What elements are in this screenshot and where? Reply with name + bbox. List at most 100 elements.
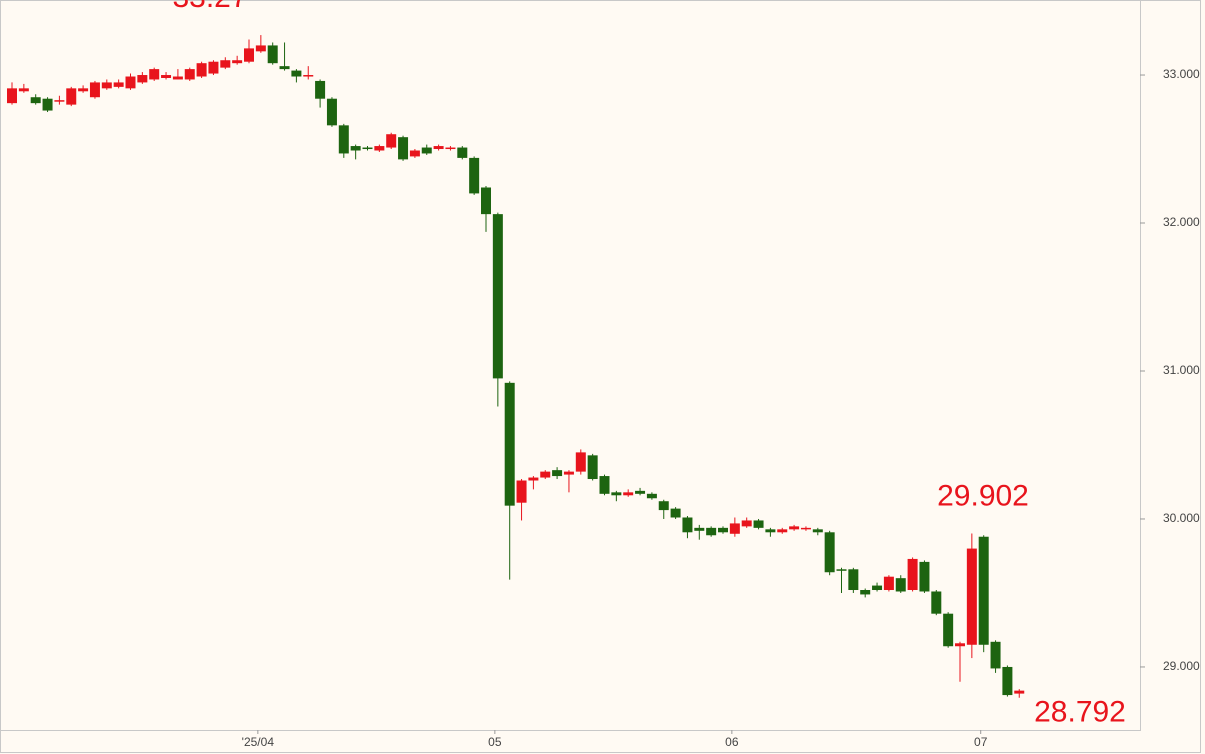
candle-body (7, 88, 17, 104)
candle-body (279, 66, 290, 70)
candle-body (623, 492, 634, 496)
candle-body (943, 613, 954, 647)
candle-body (599, 476, 610, 494)
candle-body (587, 455, 598, 480)
candle-body (492, 214, 503, 379)
candle-body (291, 70, 302, 77)
candle-body (208, 61, 219, 74)
candle-body (220, 60, 231, 68)
candle-body (504, 382, 515, 506)
candle-body (706, 527, 717, 536)
candle-body (872, 585, 883, 591)
candle-body (895, 578, 906, 592)
candle-body (646, 493, 657, 499)
y-tick-label: 30.000 (1163, 511, 1200, 525)
candle-body (374, 146, 385, 151)
candle-body (848, 569, 859, 591)
candle-body (30, 97, 41, 104)
candle-body (161, 75, 172, 78)
candle-body (172, 76, 183, 80)
candle-body (777, 529, 788, 533)
candle-body (125, 76, 136, 89)
candle-body (658, 501, 669, 511)
candle-body (362, 147, 373, 150)
candle-body (883, 576, 894, 591)
candle-body (184, 69, 195, 80)
candle-body (244, 48, 254, 62)
candle-body (78, 88, 89, 92)
candle-body (1014, 690, 1025, 694)
annotation: 28.792 (1034, 696, 1126, 729)
candle-body (457, 147, 468, 158)
candle-body (540, 471, 551, 478)
candle-body (563, 471, 574, 475)
candle-body (326, 98, 337, 126)
candle-body (789, 526, 800, 530)
candle-body (516, 480, 527, 503)
y-tick-label: 29.000 (1163, 659, 1200, 673)
candle-body (670, 508, 681, 518)
y-tick-label: 31.000 (1163, 363, 1200, 377)
candle-body (89, 82, 100, 98)
candle-body (552, 470, 563, 477)
candle-body (196, 63, 207, 77)
x-tick-label: 06 (725, 735, 739, 749)
candle-body (860, 590, 871, 595)
candle-body (741, 520, 752, 527)
annotation: 29.902 (937, 479, 1029, 512)
annotation: 33.27 (172, 0, 247, 14)
candle-body (955, 643, 965, 647)
candle-body (528, 477, 539, 481)
candle-body (765, 529, 776, 533)
candle-body (931, 591, 942, 614)
candle-body (42, 98, 53, 111)
candle-body (682, 517, 693, 533)
candle-body (409, 150, 420, 157)
candle-body (66, 88, 77, 105)
candle-body (445, 147, 456, 150)
candle-body (137, 75, 148, 83)
candle-body (386, 134, 397, 148)
candle-body (481, 187, 491, 215)
candle-body (18, 88, 29, 92)
candle-body (421, 147, 432, 154)
candle-body (611, 492, 622, 496)
candle-body (694, 527, 705, 531)
x-tick-label: 05 (488, 735, 502, 749)
candle-body (315, 80, 326, 99)
candle-body (267, 45, 278, 64)
candle-body (800, 527, 811, 530)
candle-body (338, 125, 349, 154)
candle-body (101, 82, 112, 89)
candle-body (836, 569, 847, 571)
candle-body (753, 520, 764, 528)
candle-body (919, 561, 930, 592)
candle-body (54, 100, 65, 102)
candle-body (907, 558, 918, 591)
candle-body (635, 490, 646, 494)
candle-body (990, 641, 1001, 669)
candle-body (729, 523, 740, 534)
x-tick-label: '25/04 (242, 735, 275, 749)
candle-body (149, 69, 160, 80)
candle-body (812, 529, 823, 533)
candle-body (469, 157, 480, 194)
candle-body (824, 532, 835, 573)
candle-body (1002, 666, 1013, 696)
candle-body (350, 146, 361, 151)
candle-body (113, 82, 124, 87)
candle-body (303, 75, 314, 77)
candle-body (433, 146, 444, 150)
y-tick-label: 32.000 (1163, 215, 1200, 229)
candle-body (398, 137, 409, 160)
candle-body (255, 45, 266, 52)
x-tick-label: 07 (974, 735, 988, 749)
y-tick-label: 33.000 (1163, 67, 1200, 81)
candle-body (232, 60, 243, 64)
candle-body (718, 527, 728, 533)
candle-body (978, 536, 989, 645)
candle-body (575, 452, 586, 472)
